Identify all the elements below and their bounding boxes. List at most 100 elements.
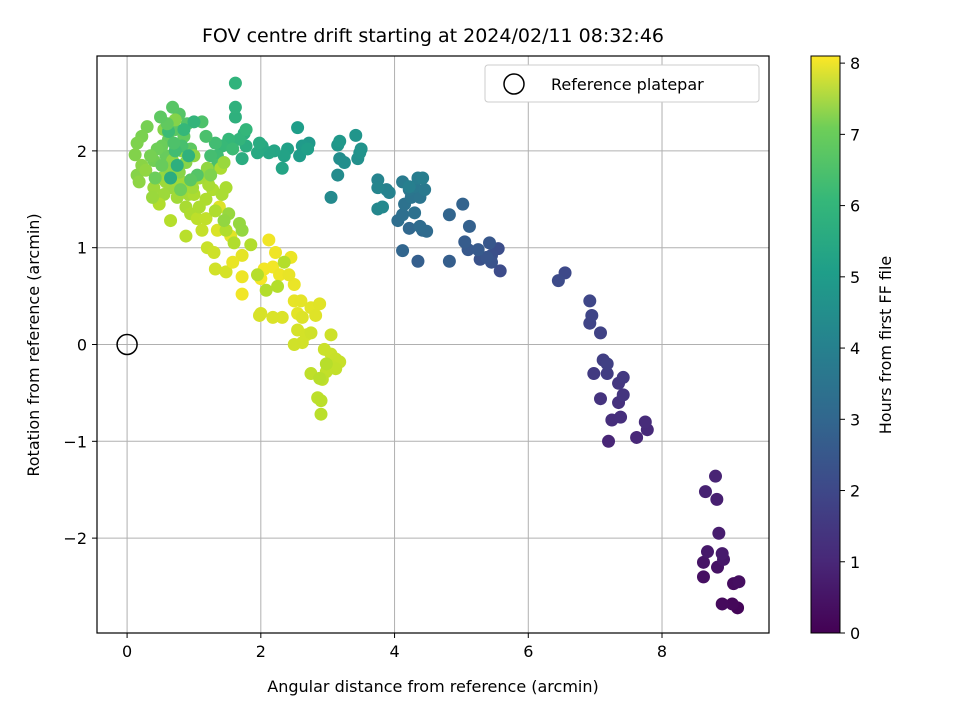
legend-label: Reference platepar <box>551 75 704 94</box>
data-point <box>732 575 746 589</box>
data-point <box>244 238 258 252</box>
data-point <box>166 100 180 114</box>
data-point <box>331 168 345 182</box>
data-point <box>418 183 432 197</box>
data-point <box>715 547 729 561</box>
data-point <box>696 570 710 584</box>
data-point <box>139 163 153 177</box>
data-point <box>301 142 315 156</box>
data-point <box>217 155 231 169</box>
data-point <box>725 597 739 611</box>
y-tick-label: −2 <box>63 529 87 548</box>
data-point <box>167 136 181 150</box>
data-point <box>219 265 233 279</box>
data-point <box>170 158 184 172</box>
data-point <box>179 229 193 243</box>
x-tick-label: 4 <box>389 642 399 661</box>
data-point <box>275 161 289 175</box>
data-point <box>442 254 456 268</box>
data-point <box>483 236 497 250</box>
data-point <box>207 246 221 260</box>
data-point <box>294 294 308 308</box>
data-point <box>324 328 338 342</box>
data-point <box>456 197 470 211</box>
y-axis-label: Rotation from reference (arcmin) <box>24 213 43 476</box>
data-point <box>371 181 385 195</box>
data-point <box>128 148 142 162</box>
data-point <box>235 152 249 166</box>
data-point <box>696 555 710 569</box>
data-point <box>266 310 280 324</box>
data-point <box>402 180 416 194</box>
data-point <box>262 233 276 247</box>
data-point <box>182 149 196 163</box>
data-point <box>204 149 218 163</box>
data-point <box>217 214 231 228</box>
data-point <box>250 146 264 160</box>
data-point <box>202 178 216 192</box>
chart-title: FOV centre drift starting at 2024/02/11 … <box>202 25 664 47</box>
data-point <box>252 136 266 150</box>
data-point <box>396 244 410 258</box>
colorbar-label: Hours from first FF file <box>876 256 895 435</box>
data-point <box>324 190 338 204</box>
data-point <box>184 173 198 187</box>
data-point <box>235 287 249 301</box>
colorbar-tick-label: 2 <box>850 482 860 501</box>
colorbar-tick-label: 8 <box>850 54 860 73</box>
colorbar-tick-label: 4 <box>850 339 860 358</box>
data-point <box>402 221 416 235</box>
data-point <box>208 204 222 218</box>
data-point <box>600 367 614 381</box>
data-point <box>235 248 249 262</box>
data-point <box>269 246 283 260</box>
data-point <box>616 388 630 402</box>
data-point <box>228 110 242 124</box>
data-point <box>282 268 296 282</box>
data-point <box>493 264 507 278</box>
y-tick-label: −1 <box>63 432 87 451</box>
data-point <box>712 526 726 540</box>
data-point <box>192 200 206 214</box>
data-point <box>698 485 712 499</box>
data-point <box>275 310 289 324</box>
data-point <box>232 132 246 146</box>
colorbar-tick-label: 0 <box>850 624 860 643</box>
data-point <box>408 206 422 220</box>
data-point <box>551 274 565 288</box>
x-tick-label: 6 <box>523 642 533 661</box>
data-point <box>413 219 427 233</box>
y-tick-label: 2 <box>77 142 87 161</box>
data-point <box>396 208 410 222</box>
colorbar-ticks: 0 1 2 3 4 5 6 7 8 <box>840 54 860 643</box>
data-point <box>148 171 162 185</box>
data-point <box>287 338 301 351</box>
data-point <box>314 394 328 408</box>
data-point <box>215 187 229 201</box>
data-point <box>235 223 249 237</box>
data-point <box>273 268 287 282</box>
colorbar-tick-label: 1 <box>850 553 860 572</box>
data-point <box>177 123 191 137</box>
data-point <box>199 129 213 143</box>
data-point <box>458 235 472 249</box>
data-point <box>252 308 266 322</box>
data-point <box>143 149 157 163</box>
colorbar-tick-label: 6 <box>850 197 860 216</box>
data-point <box>319 357 333 371</box>
data-point <box>710 492 724 506</box>
x-tick-label: 8 <box>657 642 667 661</box>
data-point <box>602 434 616 448</box>
data-point <box>700 545 714 559</box>
data-point <box>593 326 607 340</box>
data-point <box>204 168 218 182</box>
colorbar-tick-label: 5 <box>850 268 860 287</box>
data-point <box>304 326 318 340</box>
data-point <box>333 134 347 148</box>
data-point <box>715 597 729 611</box>
y-tick-label: 0 <box>77 336 87 355</box>
data-point <box>382 186 396 200</box>
data-point <box>164 214 178 228</box>
data-point <box>638 415 652 429</box>
